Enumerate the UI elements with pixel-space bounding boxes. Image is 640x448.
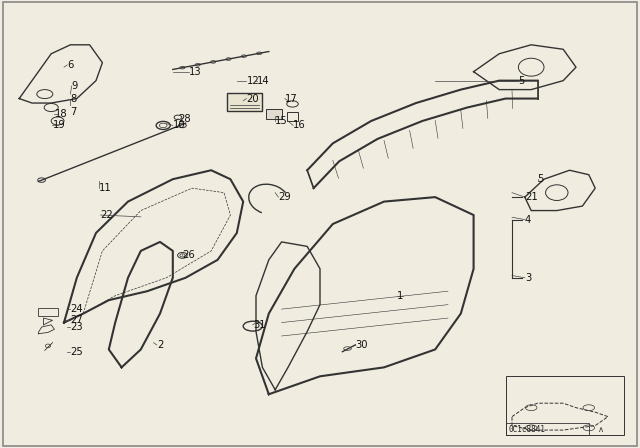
Text: 8: 8 (70, 94, 77, 103)
Text: 19: 19 (52, 121, 65, 130)
Text: 11: 11 (99, 183, 112, 193)
Text: ∧: ∧ (598, 425, 605, 434)
Text: 24: 24 (70, 304, 83, 314)
Text: 30: 30 (355, 340, 368, 350)
Text: 16: 16 (293, 121, 306, 130)
Text: 13: 13 (189, 67, 202, 77)
Bar (506, 376, 624, 435)
Text: 27: 27 (70, 315, 83, 325)
Text: 6: 6 (67, 60, 74, 70)
Text: 7: 7 (70, 107, 77, 117)
Bar (287, 112, 298, 121)
Bar (38, 308, 58, 316)
Text: 23: 23 (70, 322, 83, 332)
Text: 26: 26 (182, 250, 195, 260)
Bar (506, 423, 589, 435)
Text: 10: 10 (173, 121, 186, 130)
Text: 15: 15 (275, 116, 288, 126)
Text: 18: 18 (54, 109, 67, 119)
Text: 5: 5 (538, 174, 544, 184)
Text: 3: 3 (525, 273, 531, 283)
Text: 14: 14 (257, 76, 270, 86)
Text: 22: 22 (100, 210, 113, 220)
Text: 1: 1 (397, 291, 403, 301)
Text: 29: 29 (278, 192, 291, 202)
Text: 12: 12 (246, 76, 259, 86)
Text: 25: 25 (70, 347, 83, 357)
Text: 31: 31 (253, 320, 266, 330)
Bar (266, 109, 282, 119)
Text: 21: 21 (525, 192, 538, 202)
Text: 5: 5 (518, 76, 525, 86)
Text: 17: 17 (285, 94, 298, 103)
Text: 0C1c8841: 0C1c8841 (509, 425, 546, 434)
Text: 9: 9 (72, 81, 78, 91)
Text: 2: 2 (157, 340, 163, 350)
Text: 20: 20 (246, 94, 259, 103)
Text: 28: 28 (178, 114, 191, 124)
Bar (227, 93, 262, 111)
Text: 4: 4 (525, 215, 531, 224)
